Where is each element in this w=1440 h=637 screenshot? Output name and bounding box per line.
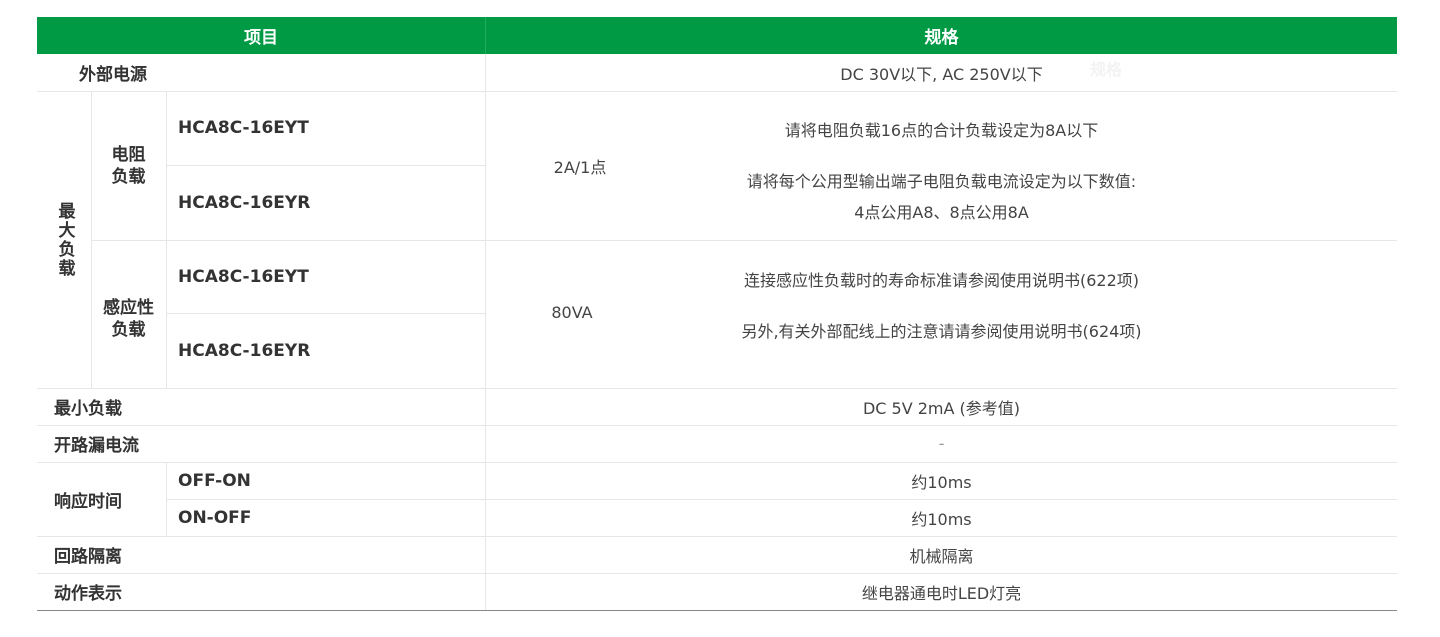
resistive-label: 电阻 负载	[111, 144, 146, 187]
isolation-label: 回路隔离	[54, 547, 122, 567]
ext-power-value: DC 30V以下, AC 250V以下	[840, 64, 1043, 84]
model-resistive-r: HCA8C-16EYR	[178, 192, 311, 213]
resistive-value: 2A/1点	[553, 157, 607, 177]
resistive-note-2b: 4点公用A8、8点公用8A	[854, 203, 1029, 222]
inductive-note-2: 另外,有关外部配线上的注意请请参阅使用说明书(624项)	[741, 322, 1142, 341]
resistive-note-2a: 请将每个公用型输出端子电阻负载电流设定为以下数值:	[746, 172, 1137, 191]
inductive-note-1: 连接感应性负载时的寿命标准请参阅使用说明书(622项)	[743, 271, 1140, 290]
ghost-text: 规格	[1090, 60, 1123, 79]
inductive-value: 80VA	[551, 302, 593, 322]
response-on-off-value: 约10ms	[911, 509, 972, 529]
min-load-value: DC 5V 2mA (参考值)	[862, 398, 1021, 418]
ext-power-label: 外部电源	[79, 65, 147, 85]
header-spec: 规格	[486, 17, 1397, 54]
model-inductive-r: HCA8C-16EYR	[178, 340, 311, 361]
isolation-value: 机械隔离	[909, 546, 974, 566]
inductive-label: 感应性 负载	[103, 298, 154, 340]
response-label: 响应时间	[54, 491, 122, 512]
header-item: 项目	[37, 17, 485, 54]
indicator-label: 动作表示	[54, 584, 122, 604]
response-off-on-label: OFF-ON	[178, 470, 251, 491]
min-load-label: 最小负载	[54, 399, 122, 419]
resistive-note-1: 请将电阻负载16点的合计负载设定为8A以下	[784, 121, 1099, 140]
max-load-label: 最大负载	[54, 201, 75, 278]
response-on-off-label: ON-OFF	[178, 507, 252, 528]
leak-value: -	[938, 434, 945, 453]
leak-label: 开路漏电流	[54, 436, 139, 456]
model-inductive-t: HCA8C-16EYT	[178, 266, 309, 287]
model-resistive-t: HCA8C-16EYT	[178, 118, 309, 138]
indicator-value: 继电器通电时LED灯亮	[861, 583, 1022, 603]
response-off-on-value: 约10ms	[911, 472, 972, 492]
